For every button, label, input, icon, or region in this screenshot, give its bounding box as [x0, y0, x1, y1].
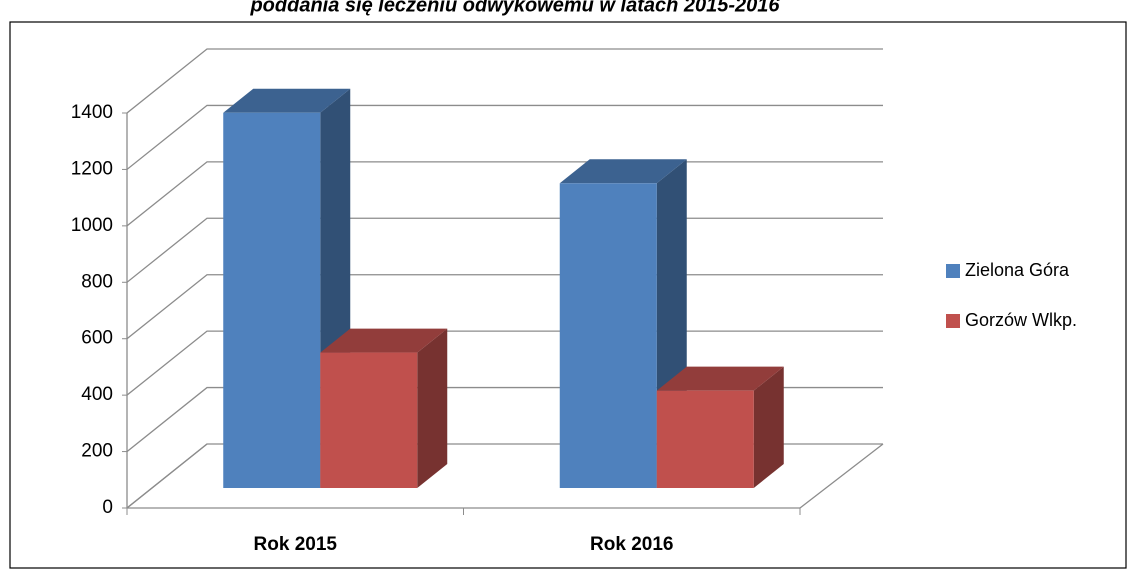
bar-front: [320, 352, 418, 488]
chart-title: poddania się leczeniu odwykowemu w latac…: [249, 0, 780, 16]
legend-swatch: [946, 264, 960, 278]
floor-edge: [799, 443, 884, 509]
y-tick-label: 400: [81, 384, 113, 405]
y-tick-label: 0: [102, 497, 113, 518]
legend-label: Gorzów Wlkp.: [965, 310, 1077, 330]
bar-side: [417, 328, 448, 488]
grid-line: [126, 48, 883, 114]
bar-front: [223, 112, 321, 488]
bar-front: [559, 183, 657, 489]
bar-top: [223, 88, 351, 113]
legend-label: Zielona Góra: [965, 260, 1070, 280]
x-tick-label: Rok 2015: [254, 534, 338, 555]
y-tick-label: 1400: [71, 102, 113, 123]
bar-front: [656, 390, 754, 488]
bar-side: [753, 366, 784, 488]
y-tick-label: 200: [81, 441, 113, 462]
legend-swatch: [946, 314, 960, 328]
bar: [320, 328, 448, 488]
bar-top: [559, 159, 687, 184]
y-tick-label: 1200: [71, 158, 113, 179]
bar-top: [320, 328, 448, 353]
grid-line: [126, 104, 883, 170]
y-tick-label: 600: [81, 328, 113, 349]
y-tick-label: 800: [81, 271, 113, 292]
y-tick-label: 1000: [71, 215, 113, 236]
bar-top: [656, 366, 784, 391]
x-tick-label: Rok 2016: [590, 534, 673, 555]
bar: [656, 366, 784, 488]
